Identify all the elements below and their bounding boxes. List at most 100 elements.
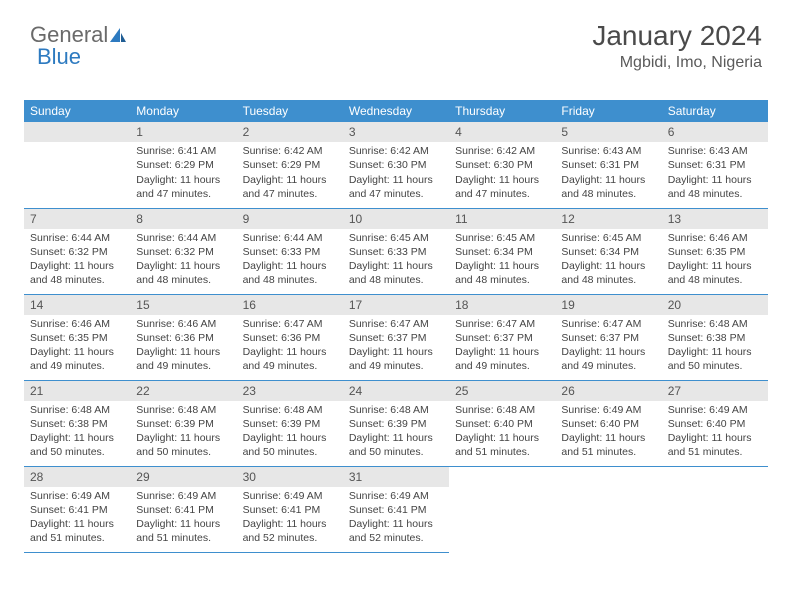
sunset-text: Sunset: 6:37 PM xyxy=(349,331,443,345)
day-cell: 1 Sunrise: 6:41 AMSunset: 6:29 PMDaylight… xyxy=(130,122,236,208)
day-cell: 15Sunrise: 6:46 AMSunset: 6:36 PMDayligh… xyxy=(130,294,236,380)
day-cell: 23Sunrise: 6:48 AMSunset: 6:39 PMDayligh… xyxy=(237,380,343,466)
daylight-text: Daylight: 11 hours and 47 minutes. xyxy=(136,173,230,201)
brand-part2: Blue xyxy=(37,44,81,70)
daylight-text: Daylight: 11 hours and 49 minutes. xyxy=(30,345,124,373)
daylight-text: Daylight: 11 hours and 52 minutes. xyxy=(349,517,443,545)
sunrise-text: Sunrise: 6:46 AM xyxy=(668,231,762,245)
sunset-text: Sunset: 6:34 PM xyxy=(561,245,655,259)
day-details: Sunrise: 6:48 AMSunset: 6:38 PMDaylight:… xyxy=(662,315,768,378)
day-cell: 12Sunrise: 6:45 AMSunset: 6:34 PMDayligh… xyxy=(555,208,661,294)
day-details: Sunrise: 6:45 AMSunset: 6:33 PMDaylight:… xyxy=(343,229,449,292)
calendar-page: General Blue January 2024 Mgbidi, Imo, N… xyxy=(0,0,792,40)
sunrise-text: Sunrise: 6:41 AM xyxy=(136,144,230,158)
week-row: 21Sunrise: 6:48 AMSunset: 6:38 PMDayligh… xyxy=(24,380,768,466)
weekday-header: Wednesday xyxy=(343,100,449,122)
daylight-text: Daylight: 11 hours and 51 minutes. xyxy=(30,517,124,545)
daylight-text: Daylight: 11 hours and 48 minutes. xyxy=(561,259,655,287)
sunrise-text: Sunrise: 6:45 AM xyxy=(455,231,549,245)
sunrise-text: Sunrise: 6:44 AM xyxy=(243,231,337,245)
sunrise-text: Sunrise: 6:49 AM xyxy=(243,489,337,503)
daylight-text: Daylight: 11 hours and 50 minutes. xyxy=(136,431,230,459)
day-number: 24 xyxy=(343,381,449,401)
day-number: 8 xyxy=(130,209,236,229)
daylight-text: Daylight: 11 hours and 48 minutes. xyxy=(561,173,655,201)
sunrise-text: Sunrise: 6:46 AM xyxy=(30,317,124,331)
daylight-text: Daylight: 11 hours and 49 minutes. xyxy=(349,345,443,373)
daylight-text: Daylight: 11 hours and 51 minutes. xyxy=(561,431,655,459)
day-details: Sunrise: 6:42 AMSunset: 6:30 PMDaylight:… xyxy=(449,142,555,205)
daylight-text: Daylight: 11 hours and 51 minutes. xyxy=(668,431,762,459)
sunset-text: Sunset: 6:30 PM xyxy=(349,158,443,172)
day-details: Sunrise: 6:44 AMSunset: 6:33 PMDaylight:… xyxy=(237,229,343,292)
day-cell: 31Sunrise: 6:49 AMSunset: 6:41 PMDayligh… xyxy=(343,466,449,552)
day-cell: 18Sunrise: 6:47 AMSunset: 6:37 PMDayligh… xyxy=(449,294,555,380)
sunset-text: Sunset: 6:41 PM xyxy=(349,503,443,517)
day-details: Sunrise: 6:49 AMSunset: 6:41 PMDaylight:… xyxy=(24,487,130,550)
day-details: Sunrise: 6:48 AMSunset: 6:40 PMDaylight:… xyxy=(449,401,555,464)
sunset-text: Sunset: 6:40 PM xyxy=(455,417,549,431)
day-number: 18 xyxy=(449,295,555,315)
location-subtitle: Mgbidi, Imo, Nigeria xyxy=(592,54,762,72)
day-number: 6 xyxy=(662,122,768,142)
daylight-text: Daylight: 11 hours and 48 minutes. xyxy=(30,259,124,287)
sunset-text: Sunset: 6:36 PM xyxy=(136,331,230,345)
day-details: Sunrise: 6:43 AMSunset: 6:31 PMDaylight:… xyxy=(662,142,768,205)
day-cell: 10Sunrise: 6:45 AMSunset: 6:33 PMDayligh… xyxy=(343,208,449,294)
sunset-text: Sunset: 6:39 PM xyxy=(243,417,337,431)
weekday-header: Saturday xyxy=(662,100,768,122)
daylight-text: Daylight: 11 hours and 48 minutes. xyxy=(136,259,230,287)
sunrise-text: Sunrise: 6:43 AM xyxy=(668,144,762,158)
sunrise-text: Sunrise: 6:48 AM xyxy=(349,403,443,417)
day-cell: 21Sunrise: 6:48 AMSunset: 6:38 PMDayligh… xyxy=(24,380,130,466)
sunrise-text: Sunrise: 6:43 AM xyxy=(561,144,655,158)
week-row: 14Sunrise: 6:46 AMSunset: 6:35 PMDayligh… xyxy=(24,294,768,380)
weekday-header: Friday xyxy=(555,100,661,122)
sunset-text: Sunset: 6:31 PM xyxy=(668,158,762,172)
daylight-text: Daylight: 11 hours and 49 minutes. xyxy=(243,345,337,373)
sunset-text: Sunset: 6:41 PM xyxy=(136,503,230,517)
sunrise-text: Sunrise: 6:44 AM xyxy=(30,231,124,245)
sunset-text: Sunset: 6:36 PM xyxy=(243,331,337,345)
day-number: 25 xyxy=(449,381,555,401)
sunset-text: Sunset: 6:38 PM xyxy=(30,417,124,431)
sunset-text: Sunset: 6:40 PM xyxy=(561,417,655,431)
day-cell: 19Sunrise: 6:47 AMSunset: 6:37 PMDayligh… xyxy=(555,294,661,380)
day-number: 22 xyxy=(130,381,236,401)
sunset-text: Sunset: 6:32 PM xyxy=(136,245,230,259)
day-cell: 29Sunrise: 6:49 AMSunset: 6:41 PMDayligh… xyxy=(130,466,236,552)
sunset-text: Sunset: 6:35 PM xyxy=(668,245,762,259)
day-details: Sunrise: 6:47 AMSunset: 6:37 PMDaylight:… xyxy=(343,315,449,378)
day-number: 30 xyxy=(237,467,343,487)
sunrise-text: Sunrise: 6:47 AM xyxy=(349,317,443,331)
day-cell xyxy=(449,466,555,552)
weekday-header: Tuesday xyxy=(237,100,343,122)
weekday-header-row: Sunday Monday Tuesday Wednesday Thursday… xyxy=(24,100,768,122)
sunset-text: Sunset: 6:41 PM xyxy=(243,503,337,517)
weekday-header: Sunday xyxy=(24,100,130,122)
day-details: Sunrise: 6:46 AMSunset: 6:36 PMDaylight:… xyxy=(130,315,236,378)
sunrise-text: Sunrise: 6:42 AM xyxy=(243,144,337,158)
day-number: 23 xyxy=(237,381,343,401)
day-details: Sunrise: 6:48 AMSunset: 6:39 PMDaylight:… xyxy=(237,401,343,464)
day-details: Sunrise: 6:47 AMSunset: 6:37 PMDaylight:… xyxy=(449,315,555,378)
daylight-text: Daylight: 11 hours and 50 minutes. xyxy=(668,345,762,373)
day-details: Sunrise: 6:42 AMSunset: 6:30 PMDaylight:… xyxy=(343,142,449,205)
day-cell: 24Sunrise: 6:48 AMSunset: 6:39 PMDayligh… xyxy=(343,380,449,466)
day-details: Sunrise: 6:49 AMSunset: 6:40 PMDaylight:… xyxy=(662,401,768,464)
sunset-text: Sunset: 6:33 PM xyxy=(243,245,337,259)
day-number: 1 xyxy=(130,122,236,142)
sunrise-text: Sunrise: 6:48 AM xyxy=(455,403,549,417)
daylight-text: Daylight: 11 hours and 52 minutes. xyxy=(243,517,337,545)
sail-icon xyxy=(109,27,127,43)
daylight-text: Daylight: 11 hours and 51 minutes. xyxy=(455,431,549,459)
sunset-text: Sunset: 6:39 PM xyxy=(349,417,443,431)
sunset-text: Sunset: 6:29 PM xyxy=(136,158,230,172)
day-details: Sunrise: 6:43 AMSunset: 6:31 PMDaylight:… xyxy=(555,142,661,205)
sunset-text: Sunset: 6:32 PM xyxy=(30,245,124,259)
sunrise-text: Sunrise: 6:49 AM xyxy=(136,489,230,503)
sunrise-text: Sunrise: 6:45 AM xyxy=(349,231,443,245)
sunset-text: Sunset: 6:33 PM xyxy=(349,245,443,259)
daylight-text: Daylight: 11 hours and 48 minutes. xyxy=(668,173,762,201)
sunrise-text: Sunrise: 6:47 AM xyxy=(243,317,337,331)
